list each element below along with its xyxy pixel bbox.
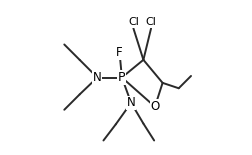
Text: F: F — [116, 46, 122, 59]
Text: P: P — [118, 71, 125, 84]
Text: Cl: Cl — [145, 17, 156, 27]
Text: Cl: Cl — [128, 17, 138, 27]
Text: N: N — [92, 71, 101, 84]
Text: O: O — [150, 100, 159, 113]
Text: N: N — [126, 96, 135, 109]
